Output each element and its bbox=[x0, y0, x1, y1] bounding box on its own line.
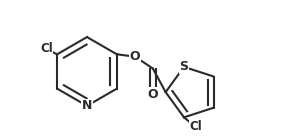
Text: Cl: Cl bbox=[40, 42, 53, 55]
Text: S: S bbox=[179, 60, 188, 73]
Text: N: N bbox=[82, 99, 92, 112]
Text: O: O bbox=[147, 88, 158, 101]
Text: Cl: Cl bbox=[190, 120, 202, 133]
Text: O: O bbox=[130, 50, 141, 63]
